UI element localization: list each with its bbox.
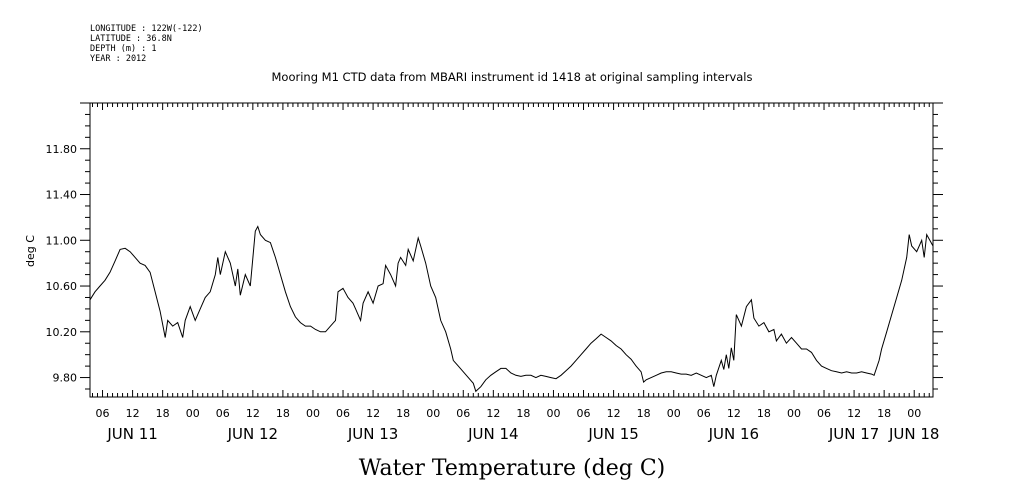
x-tick-label: 00 (907, 407, 921, 420)
x-tick-label: 06 (697, 407, 711, 420)
x-tick-label: 00 (667, 407, 681, 420)
x-tick-label: 12 (847, 407, 861, 420)
x-day-label: JUN 17 (828, 425, 879, 443)
x-day-label: JUN 11 (106, 425, 157, 443)
x-tick-label: 06 (456, 407, 470, 420)
x-tick-label: 12 (246, 407, 260, 420)
metadata-longitude: LONGITUDE : 122W(-122) (90, 24, 203, 34)
y-tick-label: 11.40 (46, 189, 78, 202)
y-tick-labels: 9.80 10.20 10.60 11.00 11.40 11.80 (46, 143, 78, 385)
plot-frame (89, 102, 934, 398)
x-day-label: JUN 13 (347, 425, 398, 443)
x-tick-label: 12 (727, 407, 741, 420)
x-day-label: JUN 14 (467, 425, 518, 443)
chart-title: Mooring M1 CTD data from MBARI instrumen… (272, 70, 753, 84)
metadata-year: YEAR : 2012 (90, 54, 146, 64)
y-axis-label: deg C (24, 235, 37, 267)
x-tick-label: 18 (396, 407, 410, 420)
x-axis-label: Water Temperature (deg C) (359, 456, 666, 481)
x-tick-label: 00 (426, 407, 440, 420)
metadata-latitude: LATITUDE : 36.8N (90, 34, 172, 44)
x-tick-label: 06 (817, 407, 831, 420)
x-tick-label: 06 (216, 407, 230, 420)
x-tick-label: 12 (486, 407, 500, 420)
x-tick-label: 06 (96, 407, 110, 420)
series-line-water-temperature (89, 225, 934, 393)
x-tick-label: 06 (577, 407, 591, 420)
axis-ticks (80, 102, 943, 397)
x-tick-label: 18 (757, 407, 771, 420)
x-tick-label: 00 (186, 407, 200, 420)
x-tick-label: 06 (336, 407, 350, 420)
x-day-label: JUN 18 (888, 425, 939, 443)
metadata-depth: DEPTH (m) : 1 (90, 44, 157, 54)
x-tick-label: 18 (276, 407, 290, 420)
metadata-block: LONGITUDE : 122W(-122) LATITUDE : 36.8N … (90, 24, 203, 64)
x-tick-label: 00 (546, 407, 560, 420)
x-tick-label: 12 (607, 407, 621, 420)
x-tick-label: 18 (637, 407, 651, 420)
x-tick-label: 18 (156, 407, 170, 420)
y-tick-label: 11.80 (46, 143, 78, 156)
x-tick-label: 12 (126, 407, 140, 420)
x-day-labels: JUN 11 JUN 12 JUN 13 JUN 14 JUN 15 JUN 16 JUN … (106, 425, 939, 443)
x-tick-label: 18 (516, 407, 530, 420)
y-tick-label: 9.80 (53, 372, 78, 385)
y-tick-label: 10.60 (46, 280, 78, 293)
y-tick-label: 11.00 (46, 234, 78, 247)
x-day-label: JUN 15 (587, 425, 638, 443)
x-tick-label: 18 (877, 407, 891, 420)
y-tick-label: 10.20 (46, 326, 78, 339)
x-day-label: JUN 16 (708, 425, 759, 443)
x-tick-label: 00 (787, 407, 801, 420)
x-tick-label: 00 (306, 407, 320, 420)
x-tick-label: 12 (366, 407, 380, 420)
x-day-label: JUN 12 (227, 425, 278, 443)
x-tick-labels: 06 12 18 00 06 12 18 00 06 12 18 00 06 12 18 00 06 12 18 00… (96, 407, 922, 420)
